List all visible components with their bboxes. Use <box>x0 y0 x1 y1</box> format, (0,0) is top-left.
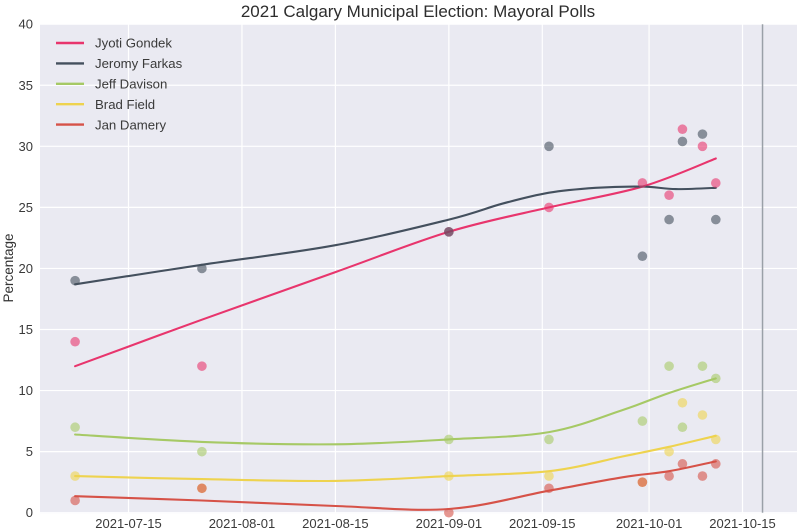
data-point-jeromy-farkas <box>711 214 721 225</box>
legend-label-jan-damery: Jan Damery <box>95 117 166 132</box>
y-tick-label: 35 <box>19 78 33 93</box>
trend-line-brad-field <box>74 434 717 483</box>
data-point-jan-damery <box>637 477 648 487</box>
data-point-jeff-davison <box>444 434 454 445</box>
trend-line-jan-damery <box>74 460 717 511</box>
legend-label-brad-field: Brad Field <box>95 97 155 112</box>
data-point-jeromy-farkas <box>677 136 688 147</box>
legend-label-jyoti-gondek: Jyoti Gondek <box>95 36 172 51</box>
y-tick-label: 40 <box>19 17 33 32</box>
y-tick-label: 10 <box>19 383 33 398</box>
data-point-jyoti-gondek <box>637 178 648 188</box>
data-point-jeromy-farkas <box>444 227 454 237</box>
x-tick-label: 2021-08-15 <box>302 516 369 531</box>
data-point-brad-field <box>677 397 688 408</box>
data-point-jan-damery <box>664 471 674 481</box>
y-axis-label: Percentage <box>1 233 16 302</box>
x-tick-label: 2021-10-15 <box>709 516 776 531</box>
data-point-brad-field <box>444 471 454 481</box>
legend-item-jeff-davison: Jeff Davison <box>56 77 167 92</box>
data-point-brad-field <box>664 446 674 457</box>
data-point-jan-damery <box>677 459 688 469</box>
legend-item-jan-damery: Jan Damery <box>56 117 166 132</box>
data-point-jan-damery <box>444 507 454 518</box>
x-tick-label: 2021-07-15 <box>95 516 162 531</box>
data-point-jeff-davison <box>664 361 674 371</box>
legend-label-jeromy-farkas: Jeromy Farkas <box>95 56 183 71</box>
y-tick-label: 0 <box>26 505 33 520</box>
data-point-brad-field <box>697 410 708 420</box>
data-point-jeromy-farkas <box>70 275 80 286</box>
data-point-jeff-davison <box>711 373 721 384</box>
chart-title: 2021 Calgary Municipal Election: Mayoral… <box>241 2 595 21</box>
data-point-jyoti-gondek <box>677 124 688 135</box>
data-point-jeff-davison <box>697 361 708 371</box>
data-point-jyoti-gondek <box>711 178 721 188</box>
legend-label-jeff-davison: Jeff Davison <box>95 77 167 92</box>
y-tick-label: 5 <box>26 444 33 459</box>
data-point-jeromy-farkas <box>664 214 674 225</box>
y-tick-label: 30 <box>19 139 33 154</box>
trend-line-jeromy-farkas <box>74 185 717 286</box>
data-point-jan-damery <box>197 483 207 494</box>
data-point-jyoti-gondek <box>664 190 674 200</box>
data-point-jyoti-gondek <box>544 202 554 213</box>
x-tick-label: 2021-09-15 <box>509 516 576 531</box>
data-point-brad-field <box>711 434 721 445</box>
y-tick-label: 25 <box>19 200 33 215</box>
data-point-jan-damery <box>697 471 708 481</box>
data-point-jan-damery <box>70 495 80 506</box>
data-point-jeff-davison <box>197 446 207 457</box>
x-tick-label: 2021-10-01 <box>616 516 683 531</box>
data-point-brad-field <box>544 471 554 481</box>
legend-item-brad-field: Brad Field <box>56 97 155 112</box>
legend-item-jeromy-farkas: Jeromy Farkas <box>56 56 183 71</box>
data-point-jeromy-farkas <box>197 263 207 274</box>
y-tick-label: 15 <box>19 322 33 337</box>
data-point-jyoti-gondek <box>197 361 207 371</box>
data-point-jeff-davison <box>637 416 648 426</box>
data-point-jan-damery <box>544 483 554 494</box>
data-point-jeromy-farkas <box>637 251 648 262</box>
data-point-jeff-davison <box>677 422 688 433</box>
trend-line-jeff-davison <box>74 377 717 446</box>
data-point-jeff-davison <box>70 422 80 433</box>
data-point-jeromy-farkas <box>544 141 554 152</box>
y-tick-label: 20 <box>19 261 33 276</box>
trend-line-jyoti-gondek <box>74 157 717 368</box>
data-point-jan-damery <box>711 459 721 469</box>
data-point-jeromy-farkas <box>697 129 708 139</box>
x-tick-label: 2021-09-01 <box>416 516 483 531</box>
x-tick-label: 2021-08-01 <box>209 516 276 531</box>
legend-item-jyoti-gondek: Jyoti Gondek <box>56 36 172 51</box>
data-point-jyoti-gondek <box>697 141 708 152</box>
data-point-jyoti-gondek <box>70 336 80 347</box>
data-point-jeff-davison <box>544 434 554 445</box>
data-point-brad-field <box>70 471 80 481</box>
